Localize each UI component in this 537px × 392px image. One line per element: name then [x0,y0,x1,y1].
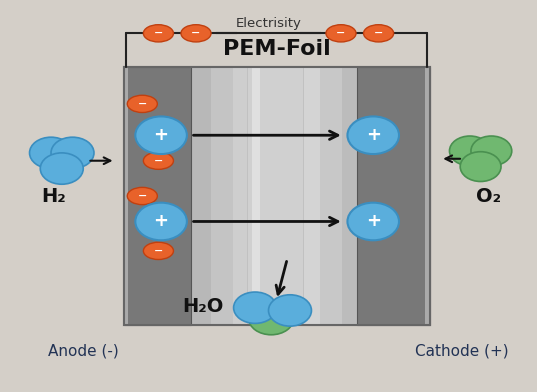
Bar [364,67,386,325]
Text: +: + [154,212,169,230]
Bar [124,67,146,325]
Bar [189,67,211,325]
Circle shape [449,136,490,166]
Ellipse shape [364,25,394,42]
Ellipse shape [143,25,173,42]
Text: +: + [366,212,381,230]
Bar [425,67,430,325]
Ellipse shape [127,187,157,205]
Text: O₂: O₂ [476,187,501,205]
Bar [299,67,320,325]
Text: −: − [336,28,346,38]
Ellipse shape [143,242,173,260]
Circle shape [135,116,187,154]
Ellipse shape [326,25,356,42]
Bar [357,67,430,325]
Circle shape [30,137,72,169]
Circle shape [135,203,187,240]
Bar [146,67,167,325]
Text: Anode (-): Anode (-) [48,343,119,358]
Text: −: − [191,28,201,38]
Bar [342,67,364,325]
Ellipse shape [181,25,211,42]
Text: −: − [137,99,147,109]
Text: +: + [366,126,381,144]
Text: +: + [154,126,169,144]
Circle shape [471,136,512,166]
Bar [124,67,430,325]
Text: H₂O: H₂O [182,297,224,316]
Circle shape [460,152,501,181]
Circle shape [347,116,399,154]
Bar [167,67,189,325]
Text: −: − [154,246,163,256]
Bar [255,67,277,325]
Ellipse shape [127,95,157,113]
Bar [211,67,233,325]
Text: Electrisity: Electrisity [236,17,301,30]
Text: −: − [137,191,147,201]
Ellipse shape [143,152,173,169]
Circle shape [249,302,294,335]
Text: PEM-Foil: PEM-Foil [223,39,330,59]
Bar [124,67,430,325]
Circle shape [347,203,399,240]
Bar [124,67,191,325]
Circle shape [40,153,83,184]
Bar [252,67,260,325]
Text: Cathode (+): Cathode (+) [415,343,509,358]
Circle shape [268,295,311,326]
Text: −: − [374,28,383,38]
Bar [233,67,255,325]
Circle shape [51,137,94,169]
Text: −: − [154,156,163,166]
Circle shape [234,292,277,323]
Bar [320,67,342,325]
Bar [408,67,430,325]
Text: H₂: H₂ [41,187,66,205]
Bar [247,67,303,325]
Bar [277,67,299,325]
Bar [386,67,408,325]
Bar [124,67,128,325]
Text: −: − [154,28,163,38]
